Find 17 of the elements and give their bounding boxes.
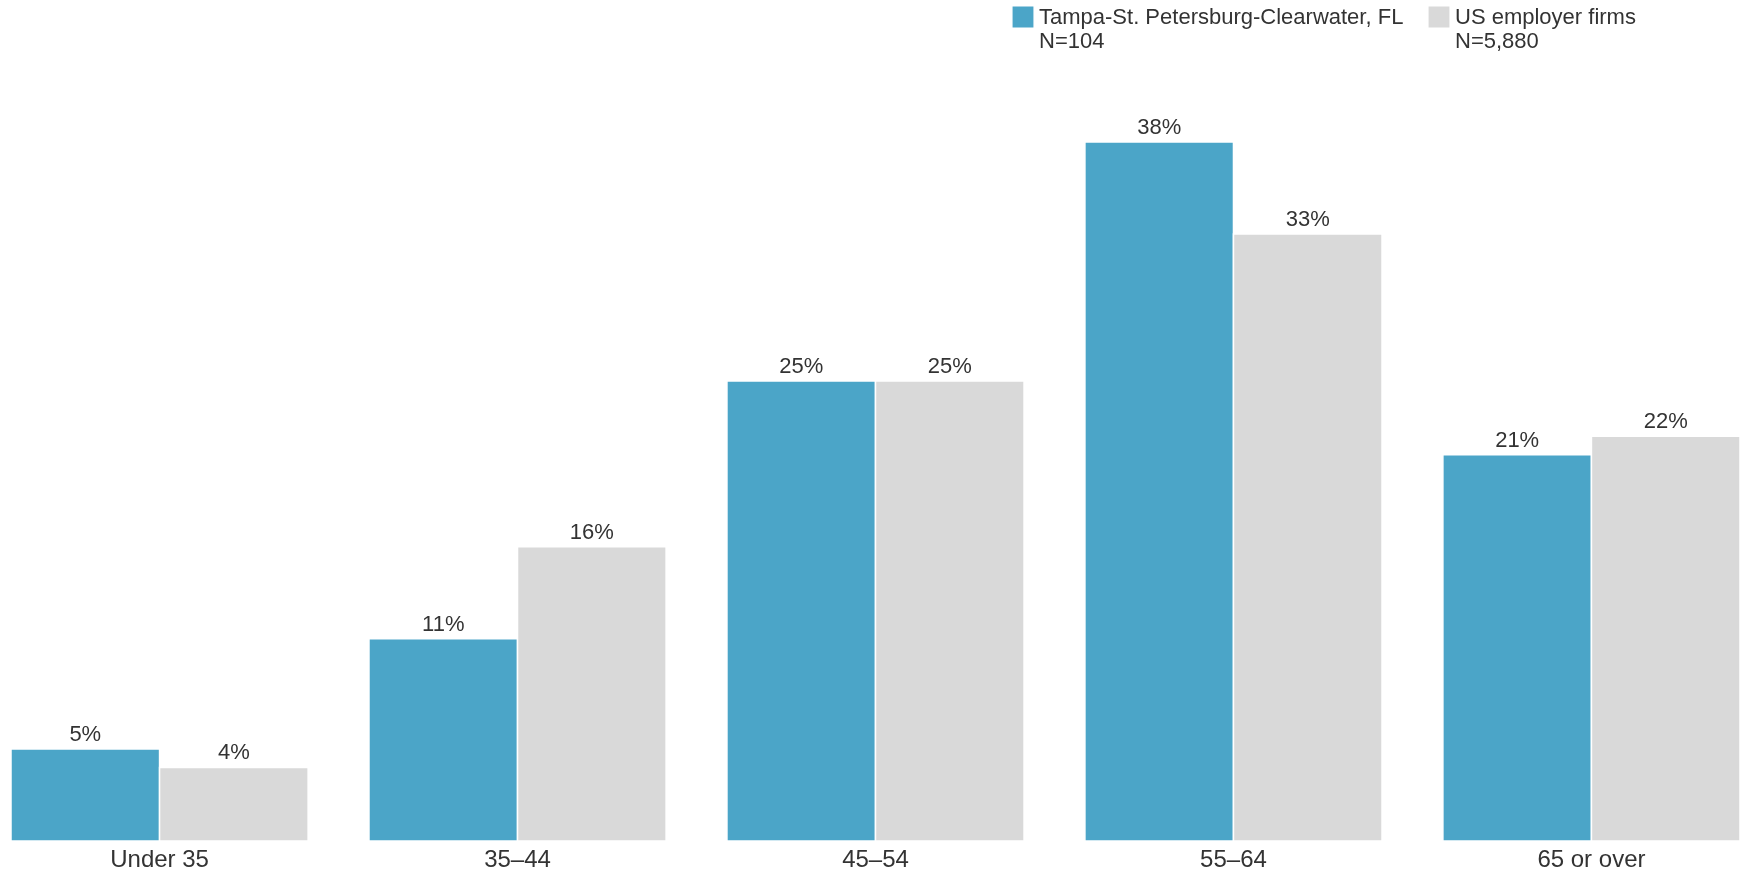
x-tick-label: Under 35 [110, 844, 209, 872]
x-tick-label: 65 or over [1537, 844, 1646, 872]
data-label: 4% [217, 739, 250, 765]
data-label: 38% [1137, 113, 1182, 139]
legend-label: US employer firms N=5,880 [1455, 4, 1636, 53]
data-label: 5% [69, 721, 102, 747]
x-tick-label: 55–64 [1200, 844, 1267, 872]
data-label: 25% [779, 353, 824, 379]
data-label: 16% [569, 518, 614, 544]
data-label: 22% [1643, 408, 1688, 434]
data-label: 11% [422, 610, 465, 636]
x-tick-label: 45–54 [842, 844, 909, 872]
x-tick-label: 35–44 [484, 844, 551, 872]
data-label: 25% [927, 353, 972, 379]
data-label: 21% [1495, 426, 1540, 452]
legend-label: Tampa-St. Petersburg-Clearwater, FL N=104 [1039, 4, 1404, 53]
data-label: 33% [1285, 205, 1330, 231]
